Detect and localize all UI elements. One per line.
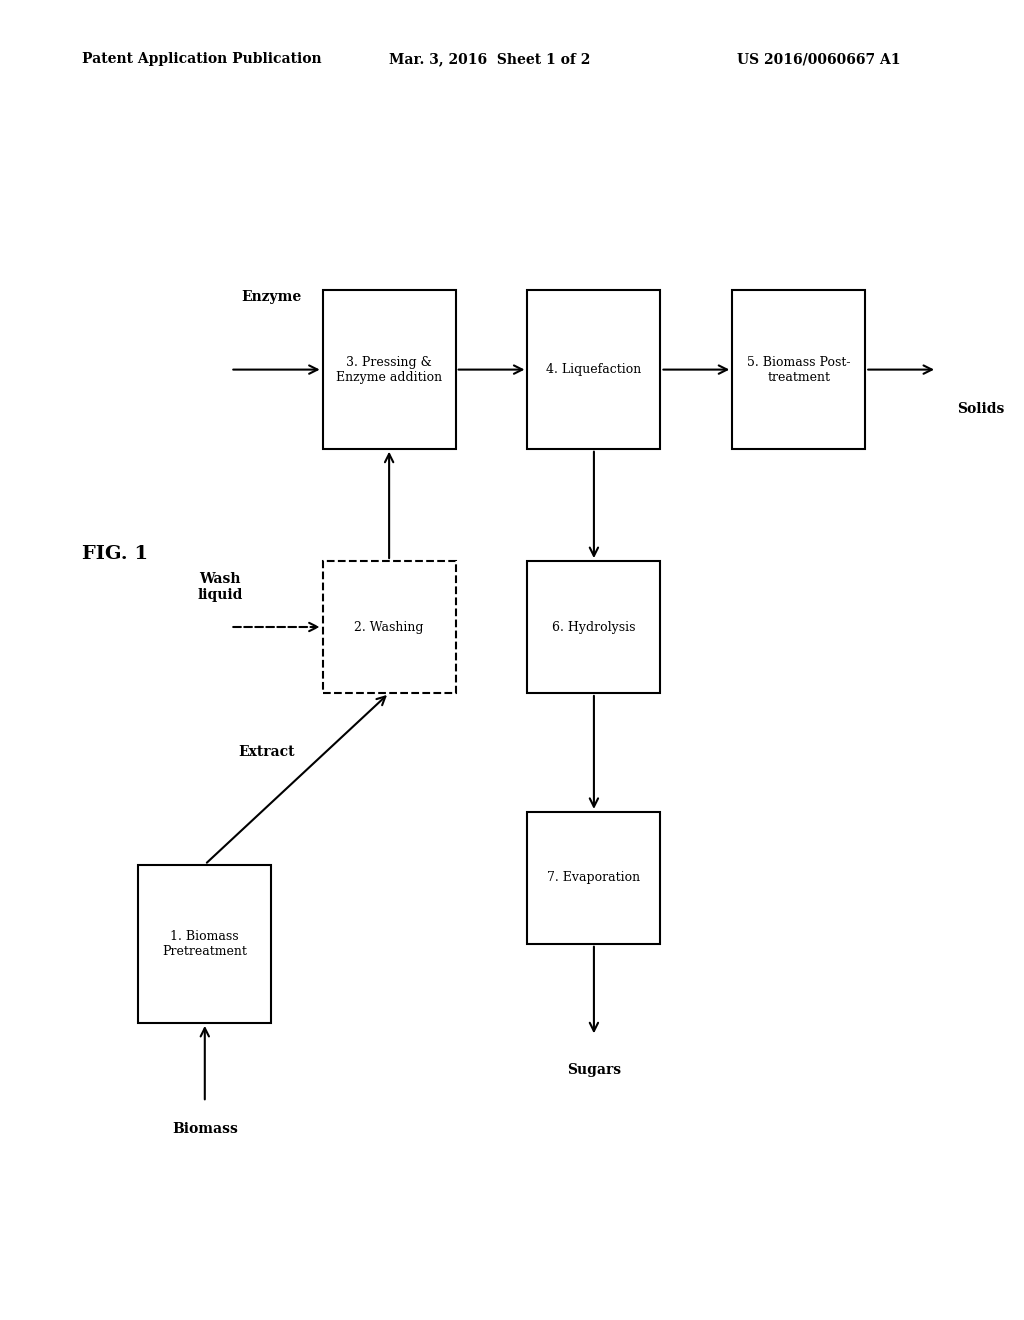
FancyBboxPatch shape bbox=[732, 290, 865, 449]
FancyBboxPatch shape bbox=[138, 865, 271, 1023]
Text: Sugars: Sugars bbox=[567, 1063, 621, 1077]
Text: Biomass: Biomass bbox=[172, 1122, 238, 1137]
FancyBboxPatch shape bbox=[527, 561, 660, 693]
FancyBboxPatch shape bbox=[323, 290, 456, 449]
Text: Mar. 3, 2016  Sheet 1 of 2: Mar. 3, 2016 Sheet 1 of 2 bbox=[389, 53, 591, 66]
Text: 3. Pressing &
Enzyme addition: 3. Pressing & Enzyme addition bbox=[336, 355, 442, 384]
Text: Solids: Solids bbox=[957, 403, 1005, 416]
Text: 5. Biomass Post-
treatment: 5. Biomass Post- treatment bbox=[746, 355, 851, 384]
Text: Extract: Extract bbox=[238, 746, 295, 759]
Text: 6. Hydrolysis: 6. Hydrolysis bbox=[552, 620, 636, 634]
Text: FIG. 1: FIG. 1 bbox=[82, 545, 148, 564]
Text: Patent Application Publication: Patent Application Publication bbox=[82, 53, 322, 66]
FancyBboxPatch shape bbox=[527, 812, 660, 944]
Text: 4. Liquefaction: 4. Liquefaction bbox=[546, 363, 642, 376]
Text: Wash
liquid: Wash liquid bbox=[198, 573, 243, 602]
Text: 7. Evaporation: 7. Evaporation bbox=[548, 871, 640, 884]
FancyBboxPatch shape bbox=[527, 290, 660, 449]
FancyBboxPatch shape bbox=[323, 561, 456, 693]
Text: Enzyme: Enzyme bbox=[242, 290, 301, 304]
Text: 2. Washing: 2. Washing bbox=[354, 620, 424, 634]
Text: US 2016/0060667 A1: US 2016/0060667 A1 bbox=[737, 53, 901, 66]
Text: 1. Biomass
Pretreatment: 1. Biomass Pretreatment bbox=[163, 929, 247, 958]
